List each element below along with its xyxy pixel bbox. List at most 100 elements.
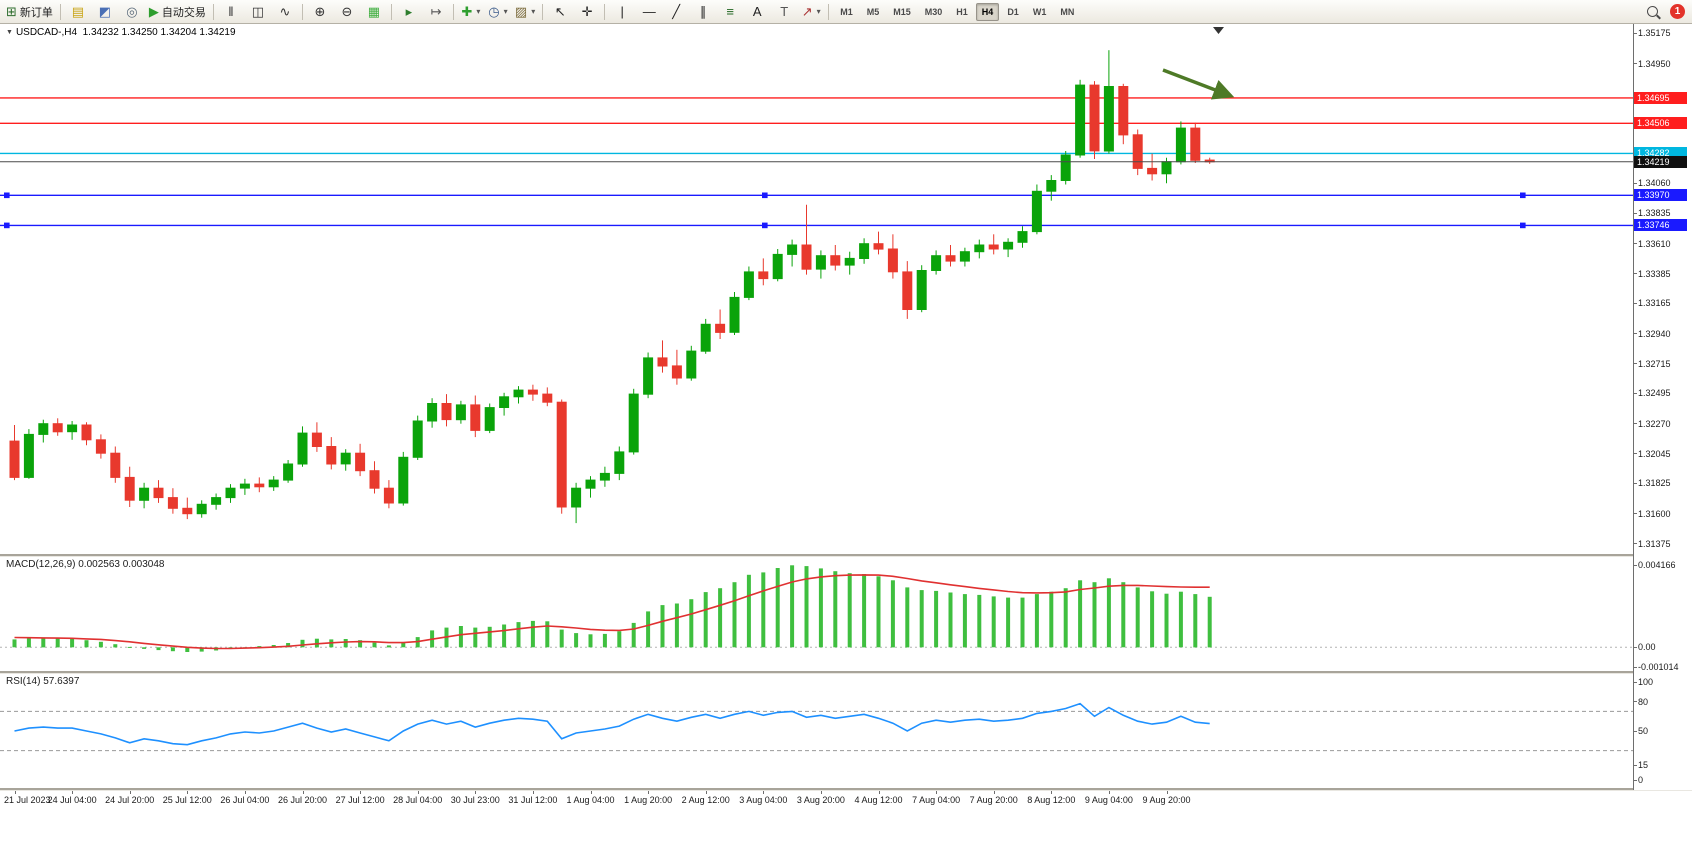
autotrading-button[interactable]: ▶ 自动交易 bbox=[146, 2, 209, 22]
timeframe-button-h1[interactable]: H1 bbox=[956, 6, 968, 17]
macd-bar bbox=[818, 568, 823, 648]
collapse-triangle-icon[interactable]: ▼ bbox=[6, 29, 13, 36]
candle bbox=[715, 323, 726, 333]
panel-divider[interactable] bbox=[0, 554, 1692, 557]
axis-tick bbox=[1634, 730, 1637, 732]
zoom-out-button[interactable]: ⊖ bbox=[334, 2, 360, 22]
annotation-arrow[interactable] bbox=[1162, 68, 1235, 100]
line-handle[interactable] bbox=[1520, 192, 1526, 199]
cursor-button[interactable]: ↖ bbox=[547, 2, 573, 22]
support-line-lower-badge: 1.33746 bbox=[1634, 219, 1687, 232]
timeframe-button-w1[interactable]: W1 bbox=[1032, 6, 1047, 17]
chevron-down-icon[interactable]: ▾ bbox=[816, 7, 821, 16]
macd-label: MACD(12,26,9) 0.002563 0.003048 bbox=[6, 559, 164, 570]
support-line-upper-badge: 1.33970 bbox=[1634, 189, 1687, 202]
bar-chart-button[interactable]: ‖ bbox=[218, 2, 244, 22]
chevron-down-icon[interactable]: ▾ bbox=[503, 7, 508, 16]
zoom-in-button[interactable]: ⊕ bbox=[307, 2, 333, 22]
candle bbox=[815, 255, 826, 270]
trendline-icon: ╱ bbox=[672, 4, 681, 19]
templates-button[interactable]: ▨ ▾ bbox=[512, 2, 538, 22]
chart-shift-button[interactable]: ↦ bbox=[423, 2, 449, 22]
trendline-button[interactable]: ╱ bbox=[663, 2, 689, 22]
horizontal-line-icon: — bbox=[642, 4, 656, 19]
arrows-button[interactable]: ↗ ▾ bbox=[798, 2, 824, 22]
panel-divider[interactable] bbox=[0, 788, 1692, 791]
timeframe-button-m30[interactable]: M30 bbox=[924, 6, 943, 17]
macd-bar bbox=[199, 647, 204, 652]
axis-tick bbox=[1634, 764, 1637, 766]
timeframe-button-h4[interactable]: H4 bbox=[975, 2, 1000, 21]
text-label-button[interactable]: T bbox=[771, 2, 797, 22]
price-chart-canvas[interactable] bbox=[0, 24, 1633, 554]
candle bbox=[139, 487, 150, 501]
periods-button[interactable]: ◷ ▾ bbox=[485, 2, 511, 22]
candle bbox=[153, 487, 164, 499]
time-axis[interactable]: 21 Jul 2023 24 Jul 04:00 24 Jul 20:00 25 Ju… bbox=[0, 790, 1692, 813]
chart-shift-marker[interactable] bbox=[1213, 27, 1224, 34]
line-handle[interactable] bbox=[762, 192, 768, 199]
line-handle[interactable] bbox=[762, 222, 768, 229]
toolbar-separator bbox=[452, 3, 454, 20]
vertical-line-button[interactable]: | bbox=[609, 2, 635, 22]
time-tick bbox=[72, 791, 74, 794]
candle bbox=[614, 451, 625, 474]
rsi-panel-canvas[interactable] bbox=[0, 674, 1633, 788]
terminal-button[interactable]: ◎ bbox=[119, 2, 145, 22]
navigator-button[interactable]: ◩ bbox=[92, 2, 118, 22]
timeframe-button-m15[interactable]: M15 bbox=[893, 6, 911, 17]
time-tick bbox=[705, 791, 707, 794]
fibonacci-button[interactable]: ≡ bbox=[717, 2, 743, 22]
candlestick-chart-button[interactable]: ◫ bbox=[245, 2, 271, 22]
axis-tick bbox=[1634, 453, 1637, 455]
panel-divider[interactable] bbox=[0, 671, 1692, 674]
text-button[interactable]: A bbox=[744, 2, 770, 22]
notification-badge[interactable]: 1 bbox=[1670, 4, 1685, 19]
candle bbox=[599, 472, 610, 481]
horizontal-line-button[interactable]: — bbox=[636, 2, 662, 22]
candle bbox=[455, 404, 466, 421]
time-tick bbox=[993, 791, 995, 794]
candle bbox=[484, 407, 495, 431]
timeframe-button-d1[interactable]: D1 bbox=[1007, 6, 1019, 17]
price-axis-label: 1.33165 bbox=[1638, 298, 1671, 309]
axis-tick bbox=[1634, 302, 1637, 304]
chevron-down-icon[interactable]: ▾ bbox=[531, 7, 536, 16]
equidistant-channel-button[interactable]: ∥ bbox=[690, 2, 716, 22]
new-order-button[interactable]: ⊞ 新订单 bbox=[3, 2, 56, 22]
line-chart-button[interactable]: ∿ bbox=[272, 2, 298, 22]
chevron-down-icon[interactable]: ▾ bbox=[476, 7, 481, 16]
candle bbox=[398, 456, 409, 504]
macd-bar bbox=[12, 639, 17, 648]
candle bbox=[81, 424, 92, 441]
crosshair-button[interactable]: ✛ bbox=[574, 2, 600, 22]
line-handle[interactable] bbox=[1520, 222, 1526, 229]
timeframe-button-m5[interactable]: M5 bbox=[866, 6, 880, 17]
timeframe-button-mn[interactable]: MN bbox=[1060, 6, 1075, 17]
time-axis-label: 1 Aug 20:00 bbox=[624, 795, 673, 805]
candle bbox=[1003, 241, 1014, 250]
timeframe-button-m1[interactable]: M1 bbox=[840, 6, 853, 17]
line-handle[interactable] bbox=[4, 192, 10, 199]
auto-scroll-button[interactable]: ▸ bbox=[396, 2, 422, 22]
candle bbox=[931, 255, 942, 271]
macd-panel-canvas[interactable] bbox=[0, 557, 1633, 671]
candle bbox=[772, 253, 783, 280]
candle bbox=[628, 393, 639, 453]
macd-bar bbox=[1006, 597, 1011, 648]
price-axis-label: 1.31375 bbox=[1638, 538, 1671, 549]
search-button[interactable] bbox=[1639, 2, 1665, 22]
candle bbox=[38, 423, 49, 435]
line-handle[interactable] bbox=[4, 222, 10, 229]
candle bbox=[959, 251, 970, 262]
zoom-out-icon: ⊖ bbox=[341, 4, 353, 19]
macd-bar bbox=[286, 643, 291, 648]
toolbar-separator bbox=[301, 3, 303, 20]
macd-bar bbox=[1150, 591, 1155, 648]
price-axis[interactable]: 1.35175 1.34950 1.34060 1.33835 1.33610 1.333… bbox=[1634, 0, 1692, 790]
macd-bar bbox=[516, 622, 521, 648]
indicators-button[interactable]: ✚ ▾ bbox=[458, 2, 484, 22]
macd-bar bbox=[833, 571, 838, 648]
tile-windows-button[interactable]: ▦ bbox=[361, 2, 387, 22]
market-watch-button[interactable]: ▤ bbox=[65, 2, 91, 22]
